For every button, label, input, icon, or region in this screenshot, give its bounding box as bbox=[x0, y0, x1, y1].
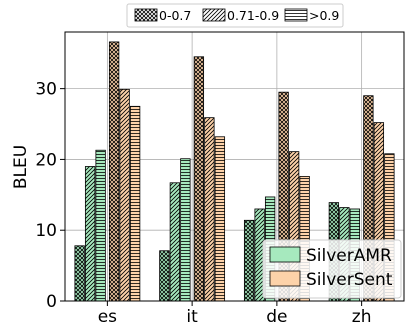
y-tick-label: 0 bbox=[46, 292, 57, 312]
bar-hatch bbox=[180, 158, 191, 302]
series-swatch-1 bbox=[269, 270, 301, 287]
x-tick-label: it bbox=[186, 307, 198, 327]
pattern-swatch-2 bbox=[284, 8, 308, 22]
series-legend-label-1: SilverSent bbox=[306, 270, 393, 290]
pattern-legend-label-2: >0.9 bbox=[309, 8, 339, 23]
bar-hatch bbox=[108, 41, 120, 302]
bar-hatch bbox=[84, 166, 96, 302]
bar-hatch bbox=[74, 245, 85, 302]
bar-hatch bbox=[119, 88, 130, 302]
bar-hatch bbox=[214, 136, 226, 302]
pattern-legend: 0-0.7 0.71-0.9 >0.9 bbox=[126, 3, 344, 28]
series-swatch-0 bbox=[269, 246, 301, 263]
bar-hatch bbox=[204, 117, 215, 302]
bar-hatch bbox=[95, 149, 106, 302]
y-tick-label: 20 bbox=[35, 150, 57, 170]
axes: 0 10 20 30 es it de zh bbox=[35, 31, 405, 327]
pattern-legend-label-1: 0.71-0.9 bbox=[227, 8, 279, 23]
bar-hatch bbox=[243, 219, 255, 302]
y-tick-label: 30 bbox=[35, 80, 57, 100]
y-axis-label: BLEU bbox=[11, 145, 31, 189]
bar-hatch bbox=[129, 105, 141, 302]
x-tick-label: de bbox=[266, 307, 287, 327]
y-tick-label: 10 bbox=[35, 221, 57, 241]
plot-frame bbox=[64, 31, 405, 302]
bar-hatch bbox=[193, 56, 205, 302]
pattern-swatch-1 bbox=[202, 8, 226, 22]
pattern-swatch-0 bbox=[134, 8, 158, 22]
bar-hatch bbox=[169, 182, 181, 302]
x-tick-label: es bbox=[98, 307, 117, 327]
series-legend-label-0: SilverAMR bbox=[306, 246, 392, 266]
pattern-legend-label-0: 0-0.7 bbox=[159, 8, 191, 23]
bars bbox=[74, 41, 395, 302]
bar-hatch bbox=[159, 250, 170, 302]
x-tick-label: zh bbox=[352, 307, 372, 327]
series-legend: SilverAMR SilverSent bbox=[262, 239, 402, 299]
